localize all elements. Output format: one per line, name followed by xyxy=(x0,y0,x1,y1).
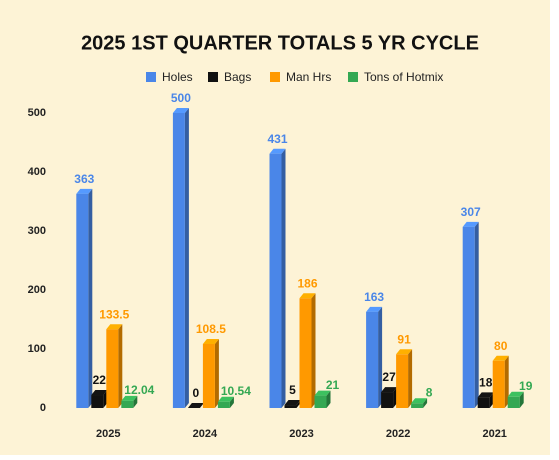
bar-side xyxy=(423,398,428,408)
legend-label: Man Hrs xyxy=(286,70,331,84)
bar-top xyxy=(202,338,219,344)
bar-top xyxy=(76,188,93,194)
data-label: 186 xyxy=(297,276,317,290)
bar-side xyxy=(184,108,189,408)
data-label: 5 xyxy=(289,383,296,397)
bar xyxy=(477,397,490,408)
data-label: 133.5 xyxy=(99,307,129,321)
bar xyxy=(76,193,89,408)
bar xyxy=(91,395,104,408)
bar-top xyxy=(492,355,509,361)
bar-top xyxy=(366,306,383,312)
chart-title: 2025 1ST QUARTER TOTALS 5 YR CYCLE xyxy=(81,32,479,54)
x-tick-label: 2025 xyxy=(96,428,120,440)
bar xyxy=(269,153,282,408)
bar-top xyxy=(477,392,494,398)
bar-side xyxy=(474,221,479,408)
bar-top xyxy=(217,396,234,402)
y-tick-label: 0 xyxy=(40,402,46,414)
bar xyxy=(172,113,185,408)
bar-top xyxy=(507,391,524,397)
bar xyxy=(106,329,119,408)
data-label: 500 xyxy=(171,91,191,105)
bar-side xyxy=(88,188,93,408)
bar-top xyxy=(106,324,123,330)
data-label: 12.04 xyxy=(124,383,154,397)
bar-side xyxy=(408,349,413,408)
data-label: 10.54 xyxy=(221,384,251,398)
bar-top xyxy=(396,349,413,355)
bar-side xyxy=(229,396,234,408)
bar-side xyxy=(214,338,219,408)
bar-side xyxy=(326,390,331,408)
bar xyxy=(202,343,215,408)
bar xyxy=(492,360,505,408)
bar-top xyxy=(411,398,428,404)
legend-swatch xyxy=(348,72,358,82)
bar-side xyxy=(311,293,316,408)
y-tick-label: 500 xyxy=(28,107,46,119)
data-label: 18 xyxy=(479,376,493,390)
bar xyxy=(507,396,520,408)
data-label: 163 xyxy=(364,290,384,304)
y-tick-label: 300 xyxy=(28,225,46,237)
legend-label: Holes xyxy=(162,70,193,84)
data-label: 431 xyxy=(267,132,287,146)
data-label: 8 xyxy=(426,385,433,399)
bar-side xyxy=(519,391,524,408)
bar-top xyxy=(172,108,189,113)
bar xyxy=(217,401,230,408)
bar xyxy=(284,405,297,408)
legend-swatch xyxy=(146,72,156,82)
data-label: 19 xyxy=(519,379,533,393)
legend-label: Tons of Hotmix xyxy=(364,70,443,84)
bar xyxy=(314,395,327,408)
data-label: 307 xyxy=(461,205,481,219)
bar xyxy=(411,403,424,408)
bar-side xyxy=(281,148,286,408)
y-tick-label: 100 xyxy=(28,343,46,355)
bar-top xyxy=(121,395,138,401)
bar xyxy=(299,298,312,408)
bar-top xyxy=(284,400,301,406)
bar xyxy=(121,400,134,408)
data-label: 108.5 xyxy=(196,322,226,336)
data-label: 0 xyxy=(193,386,200,400)
data-label: 91 xyxy=(397,332,411,346)
bar-top xyxy=(314,390,331,396)
bar xyxy=(462,226,475,408)
data-label: 27 xyxy=(382,370,396,384)
bar-side xyxy=(133,395,138,408)
bar-side xyxy=(504,355,509,408)
x-tick-label: 2021 xyxy=(482,428,506,440)
legend-swatch xyxy=(208,72,218,82)
y-tick-label: 200 xyxy=(28,284,46,296)
x-tick-label: 2024 xyxy=(193,428,218,440)
bar-side xyxy=(118,324,123,408)
bar xyxy=(396,354,409,408)
bar-side xyxy=(378,306,383,408)
x-tick-label: 2022 xyxy=(386,428,410,440)
bar-top xyxy=(91,390,108,396)
bar-top xyxy=(462,221,479,227)
bar-top xyxy=(299,293,316,299)
data-label: 80 xyxy=(494,339,508,353)
data-label: 21 xyxy=(326,378,340,392)
legend-swatch xyxy=(270,72,280,82)
bar xyxy=(381,392,394,408)
y-tick-label: 400 xyxy=(28,166,46,178)
data-label: 363 xyxy=(74,172,94,186)
legend-label: Bags xyxy=(224,70,251,84)
x-tick-label: 2023 xyxy=(289,428,313,440)
bar-top xyxy=(381,387,398,393)
data-label: 22 xyxy=(93,373,107,387)
bar xyxy=(366,311,379,408)
bar-top xyxy=(187,403,204,408)
bar-top xyxy=(269,148,286,154)
